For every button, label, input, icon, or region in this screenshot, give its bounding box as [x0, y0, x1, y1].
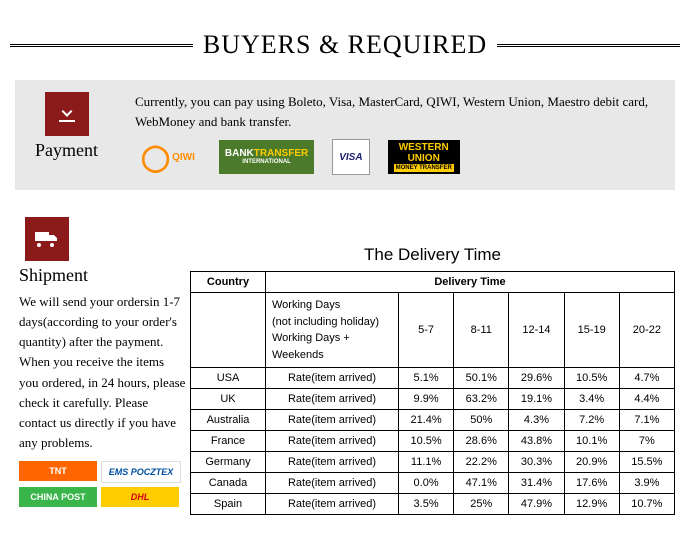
- rate-cell: 19.1%: [509, 389, 564, 410]
- rate-label-cell: Rate(item arrived): [266, 473, 399, 494]
- payment-left: Payment: [35, 90, 125, 161]
- delivery-time-header: Delivery Time: [266, 272, 675, 293]
- rate-cell: 43.8%: [509, 431, 564, 452]
- table-subheader-row: Working Days (not including holiday) Wor…: [191, 293, 675, 368]
- rate-cell: 10.5%: [399, 431, 454, 452]
- rule-right: [497, 44, 680, 47]
- rate-cell: 3.9%: [619, 473, 674, 494]
- rate-cell: 4.4%: [619, 389, 674, 410]
- carrier-logos: TNT EMS POCZTEX CHINA POST DHL: [19, 461, 186, 507]
- rate-cell: 47.1%: [454, 473, 509, 494]
- table-row: GermanyRate(item arrived)11.1%22.2%30.3%…: [191, 452, 675, 473]
- bucket-4: 20-22: [619, 293, 674, 368]
- chinapost-logo: CHINA POST: [19, 487, 97, 507]
- country-cell: Germany: [191, 452, 266, 473]
- rate-cell: 10.7%: [619, 494, 674, 515]
- working-days-cell: Working Days (not including holiday) Wor…: [266, 293, 399, 368]
- payment-text: Currently, you can pay using Boleto, Vis…: [135, 92, 655, 131]
- rate-cell: 7.2%: [564, 410, 619, 431]
- rate-cell: 10.5%: [564, 368, 619, 389]
- shipment-left: Shipment We will send your ordersin 1-7 …: [15, 215, 190, 515]
- bucket-1: 8-11: [454, 293, 509, 368]
- rate-cell: 11.1%: [399, 452, 454, 473]
- rate-cell: 47.9%: [509, 494, 564, 515]
- tnt-logo: TNT: [19, 461, 97, 481]
- country-cell: UK: [191, 389, 266, 410]
- table-row: CanadaRate(item arrived)0.0%47.1%31.4%17…: [191, 473, 675, 494]
- delivery-table: Country Delivery Time Working Days (not …: [190, 271, 675, 515]
- table-header-row: Country Delivery Time: [191, 272, 675, 293]
- payment-label: Payment: [35, 140, 125, 161]
- rate-cell: 5.1%: [399, 368, 454, 389]
- qiwi-logo: ◯QIWI: [135, 140, 201, 174]
- rate-cell: 31.4%: [509, 473, 564, 494]
- rate-label-cell: Rate(item arrived): [266, 410, 399, 431]
- dhl-logo: DHL: [101, 487, 179, 507]
- rate-cell: 50.1%: [454, 368, 509, 389]
- rate-cell: 29.6%: [509, 368, 564, 389]
- table-row: UKRate(item arrived)9.9%63.2%19.1%3.4%4.…: [191, 389, 675, 410]
- bank-transfer-logo: BANKTRANSFER INTERNATIONAL: [219, 140, 314, 174]
- rate-cell: 7%: [619, 431, 674, 452]
- payment-right: Currently, you can pay using Boleto, Vis…: [135, 90, 655, 175]
- rate-label-cell: Rate(item arrived): [266, 389, 399, 410]
- delivery-right: The Delivery Time Country Delivery Time …: [190, 215, 675, 515]
- download-icon: [45, 92, 89, 136]
- rate-cell: 10.1%: [564, 431, 619, 452]
- table-row: USARate(item arrived)5.1%50.1%29.6%10.5%…: [191, 368, 675, 389]
- rate-cell: 28.6%: [454, 431, 509, 452]
- visa-logo: VISA: [332, 139, 369, 175]
- country-cell: Australia: [191, 410, 266, 431]
- payment-section: Payment Currently, you can pay using Bol…: [15, 80, 675, 190]
- table-row: SpainRate(item arrived)3.5%25%47.9%12.9%…: [191, 494, 675, 515]
- bucket-3: 15-19: [564, 293, 619, 368]
- country-cell: USA: [191, 368, 266, 389]
- ems-logo: EMS POCZTEX: [101, 461, 181, 483]
- table-row: FranceRate(item arrived)10.5%28.6%43.8%1…: [191, 431, 675, 452]
- rate-cell: 25%: [454, 494, 509, 515]
- country-header: Country: [191, 272, 266, 293]
- rate-cell: 63.2%: [454, 389, 509, 410]
- western-union-logo: WESTERN UNION MONEY TRANSFER: [388, 140, 460, 174]
- rate-cell: 3.5%: [399, 494, 454, 515]
- truck-icon: [25, 217, 69, 261]
- delivery-title: The Delivery Time: [190, 245, 675, 265]
- country-cell: France: [191, 431, 266, 452]
- page-header: BUYERS & REQUIRED: [0, 30, 690, 60]
- rate-cell: 15.5%: [619, 452, 674, 473]
- shipment-label: Shipment: [19, 265, 190, 286]
- rate-cell: 0.0%: [399, 473, 454, 494]
- rate-label-cell: Rate(item arrived): [266, 452, 399, 473]
- shipment-section: Shipment We will send your ordersin 1-7 …: [15, 215, 675, 515]
- page-title: BUYERS & REQUIRED: [203, 30, 487, 60]
- rate-cell: 50%: [454, 410, 509, 431]
- rate-cell: 12.9%: [564, 494, 619, 515]
- country-cell: Spain: [191, 494, 266, 515]
- rate-cell: 21.4%: [399, 410, 454, 431]
- rate-cell: 20.9%: [564, 452, 619, 473]
- rate-cell: 30.3%: [509, 452, 564, 473]
- rule-left: [10, 44, 193, 47]
- country-blank: [191, 293, 266, 368]
- rate-cell: 4.7%: [619, 368, 674, 389]
- rate-cell: 3.4%: [564, 389, 619, 410]
- rate-label-cell: Rate(item arrived): [266, 494, 399, 515]
- country-cell: Canada: [191, 473, 266, 494]
- rate-cell: 17.6%: [564, 473, 619, 494]
- rate-label-cell: Rate(item arrived): [266, 431, 399, 452]
- rate-cell: 9.9%: [399, 389, 454, 410]
- rate-cell: 4.3%: [509, 410, 564, 431]
- table-row: AustraliaRate(item arrived)21.4%50%4.3%7…: [191, 410, 675, 431]
- rate-cell: 7.1%: [619, 410, 674, 431]
- bucket-2: 12-14: [509, 293, 564, 368]
- bucket-0: 5-7: [399, 293, 454, 368]
- shipment-text: We will send your ordersin 1-7 days(acco…: [19, 292, 186, 453]
- payment-logos: ◯QIWI BANKTRANSFER INTERNATIONAL VISA WE…: [135, 139, 655, 175]
- rate-cell: 22.2%: [454, 452, 509, 473]
- rate-label-cell: Rate(item arrived): [266, 368, 399, 389]
